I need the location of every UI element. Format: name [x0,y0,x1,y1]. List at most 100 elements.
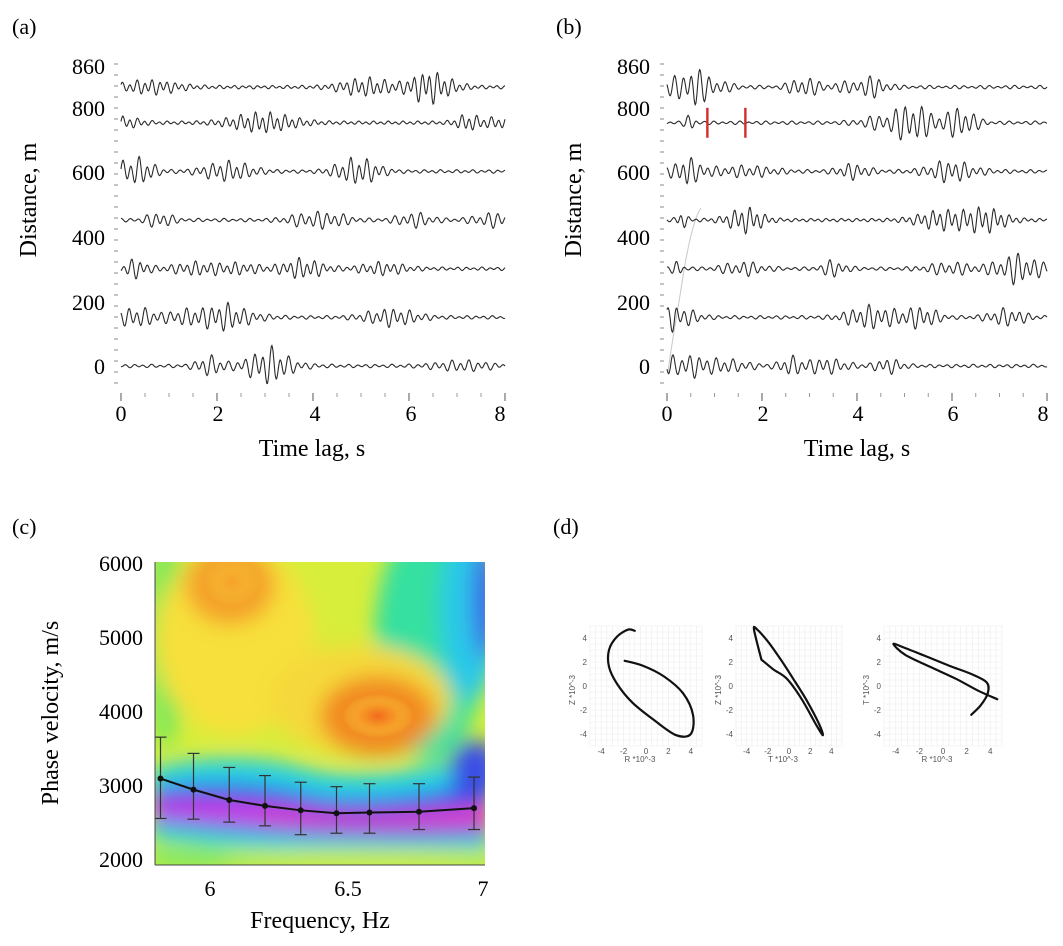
dispersion-point [190,786,197,793]
panel-b: (b) 860 800 600 400 200 0 0 2 4 6 8 Time… [556,14,1049,462]
trace-860m [120,71,506,106]
y-tick-label: 4 [729,634,734,643]
x-tick-label: 8 [495,401,506,426]
panel-b-traces [666,68,1048,380]
dispersion-point [333,810,340,817]
y-tick-label: 200 [617,290,650,315]
y-tick-label: -2 [580,706,588,715]
x-tick-label: -4 [743,747,751,756]
heatmap-field [450,740,485,800]
particle-motion-curve [606,628,695,738]
x-tick-label: 8 [1038,401,1049,426]
y-tick-label: 600 [72,160,105,185]
panel-b-letter: (b) [556,14,582,39]
y-axis-title: Z *10^-3 [568,674,577,705]
x-tick-label: 0 [787,747,792,756]
dispersion-point [366,809,373,816]
y-tick-label: 4 [877,634,882,643]
panel-b-x-ticks: 0 2 4 6 8 [662,401,1049,426]
panel-c-y-ticks: 6000 5000 4000 3000 2000 [99,551,143,872]
x-tick-label: 4 [689,747,694,756]
y-tick-label: 4000 [99,699,143,724]
trace-450m [120,210,506,231]
y-tick-label: 6000 [99,551,143,576]
panel-c: (c) [12,514,489,934]
x-tick-label: 2 [758,401,769,426]
trace-750m [666,105,1048,141]
y-axis-title: T *10^-3 [862,675,871,705]
y-tick-label: -2 [874,706,882,715]
y-tick-label: 400 [72,225,105,250]
dispersion-point [226,796,233,803]
x-tick-label: 7 [478,876,489,901]
trace-600m [666,157,1047,185]
y-tick-label: 0 [94,354,105,379]
x-tick-label: -2 [764,747,772,756]
x-tick-label: 4 [829,747,834,756]
x-tick-label: -4 [598,747,606,756]
panel-d-letter: (d) [553,514,579,539]
panel-a-x-ticks: 0 2 4 6 8 [116,401,506,426]
dispersion-point [157,775,164,782]
dispersion-heatmap [155,562,485,865]
trace-600m [120,155,506,185]
particle-motion-plot-1: -4 -2 0 2 4 4 2 0 -2 -4 R *10^-3 Z *10^-3 [568,625,703,764]
trace-860m [666,68,1048,107]
y-tick-label: 800 [617,96,650,121]
particle-motion-plot-3: -4 -2 0 2 4 4 2 0 -2 -4 R *10^-3 T *10^-3 [862,625,1003,764]
panel-b-minor-ticks [660,63,1048,401]
y-tick-label: 2 [729,658,734,667]
y-tick-label: 0 [729,682,734,691]
y-tick-label: 2 [583,658,588,667]
dispersion-point [297,807,304,814]
y-tick-label: 0 [877,682,882,691]
panel-b-window-markers [706,107,747,138]
x-axis-title: Time lag, s [259,436,365,462]
trace-150m [120,301,506,332]
y-axis-title: Phase velocity, m/s [38,621,64,805]
panel-a-traces [120,71,506,385]
y-axis-title: Distance, m [16,142,42,257]
y-tick-label: -4 [726,730,734,739]
y-tick-label: 2 [877,658,882,667]
y-tick-label: 5000 [99,625,143,650]
x-tick-label: 6 [406,401,417,426]
panel-a-y-ticks: 860 800 600 400 200 0 [72,54,105,379]
heatmap-field [220,848,485,865]
particle-motion-curve [752,625,825,737]
x-tick-label: 2 [808,747,813,756]
x-axis-title: R *10^-3 [922,755,953,764]
panel-a: (a) 860 800 600 400 200 0 0 2 4 6 8 Time… [12,14,506,462]
x-tick-label: 6 [205,876,216,901]
dispersion-curve [154,736,480,836]
y-axis-title: Distance, m [561,142,587,257]
y-tick-label: 2000 [99,847,143,872]
panel-c-x-ticks: 6 6.5 7 [205,876,489,901]
heatmap-peak [342,694,414,738]
panel-b-y-ticks: 860 800 600 400 200 0 [617,54,650,379]
x-tick-label: 6 [948,401,959,426]
heatmap-peak [204,562,260,606]
panel-a-letter: (a) [12,14,36,39]
y-tick-label: 860 [72,54,105,79]
y-axis-title: Z *10^-3 [714,674,723,705]
trace-0m [120,344,506,385]
trace-150m [666,303,1048,334]
x-axis-title: Time lag, s [804,436,910,462]
x-tick-label: 2 [213,401,224,426]
x-tick-label: 0 [941,747,946,756]
y-tick-label: 4 [583,634,588,643]
particle-motion-plot-2: -4 -2 0 2 4 4 2 0 -2 -4 T *10^-3 Z *10^-3 [714,625,843,764]
x-tick-label: 0 [644,747,649,756]
y-tick-label: 400 [617,225,650,250]
y-tick-label: 0 [639,354,650,379]
x-tick-label: 0 [116,401,127,426]
x-tick-label: 4 [853,401,864,426]
panel-c-letter: (c) [12,514,36,539]
dispersion-point [416,808,422,815]
dispersion-point [262,802,268,809]
x-axis-title: Frequency, Hz [250,908,390,934]
x-tick-label: 2 [666,747,671,756]
y-tick-label: 800 [72,96,105,121]
